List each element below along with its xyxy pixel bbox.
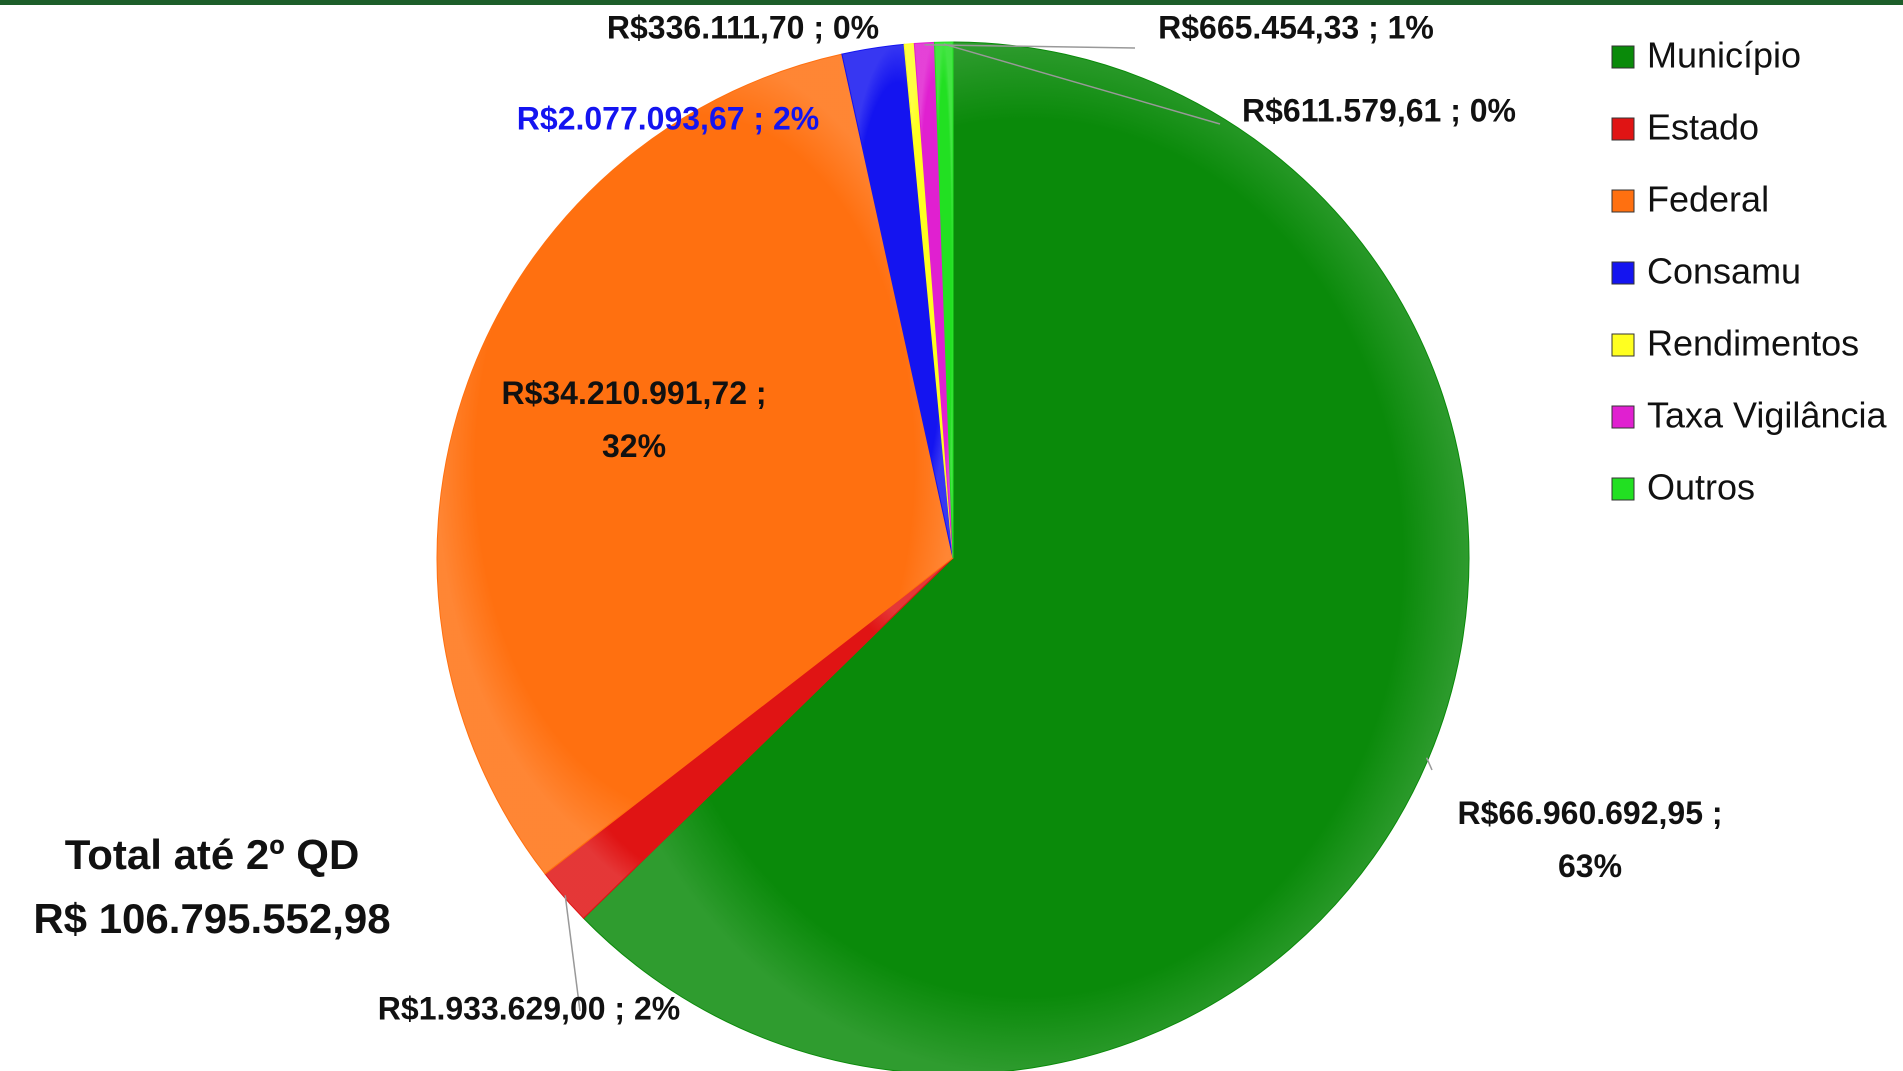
label-line: 32% (602, 428, 666, 464)
leader-line (1425, 757, 1433, 771)
legend-swatch (1611, 477, 1635, 501)
legend-swatch (1611, 405, 1635, 429)
annotation: R$ 106.795.552,98 (33, 895, 390, 942)
top-bar (0, 0, 1903, 5)
legend-label: Outros (1647, 467, 1755, 508)
annotation: Total até 2º QD (65, 831, 360, 878)
legend-label: Estado (1647, 107, 1759, 148)
label-line: R$66.960.692,95 ; (1457, 795, 1722, 831)
data-label: R$2.077.093,67 ; 2% (517, 100, 819, 136)
legend-label: Rendimentos (1647, 323, 1859, 364)
leader-line (924, 44, 1136, 49)
legend-swatch (1611, 45, 1635, 69)
legend-swatch (1611, 189, 1635, 213)
legend-label: Município (1647, 35, 1801, 76)
pie-slice (933, 41, 954, 559)
label-line: R$34.210.991,72 ; (501, 375, 766, 411)
label-line: 63% (1558, 848, 1622, 884)
data-label: R$336.111,70 ; 0% (607, 9, 879, 45)
legend-label: Consamu (1647, 251, 1801, 292)
legend-label: Federal (1647, 179, 1769, 220)
legend-swatch (1611, 333, 1635, 357)
leader-line (943, 43, 1221, 125)
data-label: R$66.960.692,95 ; 63% (1457, 795, 1722, 884)
legend-swatch (1611, 117, 1635, 141)
data-label: R$1.933.629,00 ; 2% (378, 990, 680, 1026)
data-label: R$611.579,61 ; 0% (1242, 92, 1516, 128)
legend-swatch (1611, 261, 1635, 285)
pie-slice (436, 53, 954, 875)
pie-slice (582, 41, 1470, 1071)
data-label: R$665.454,33 ; 1% (1158, 9, 1434, 45)
leader-line (564, 895, 581, 1012)
legend-label: Taxa Vigilância (1647, 395, 1887, 436)
data-label: R$34.210.991,72 ; 32% (501, 375, 766, 464)
